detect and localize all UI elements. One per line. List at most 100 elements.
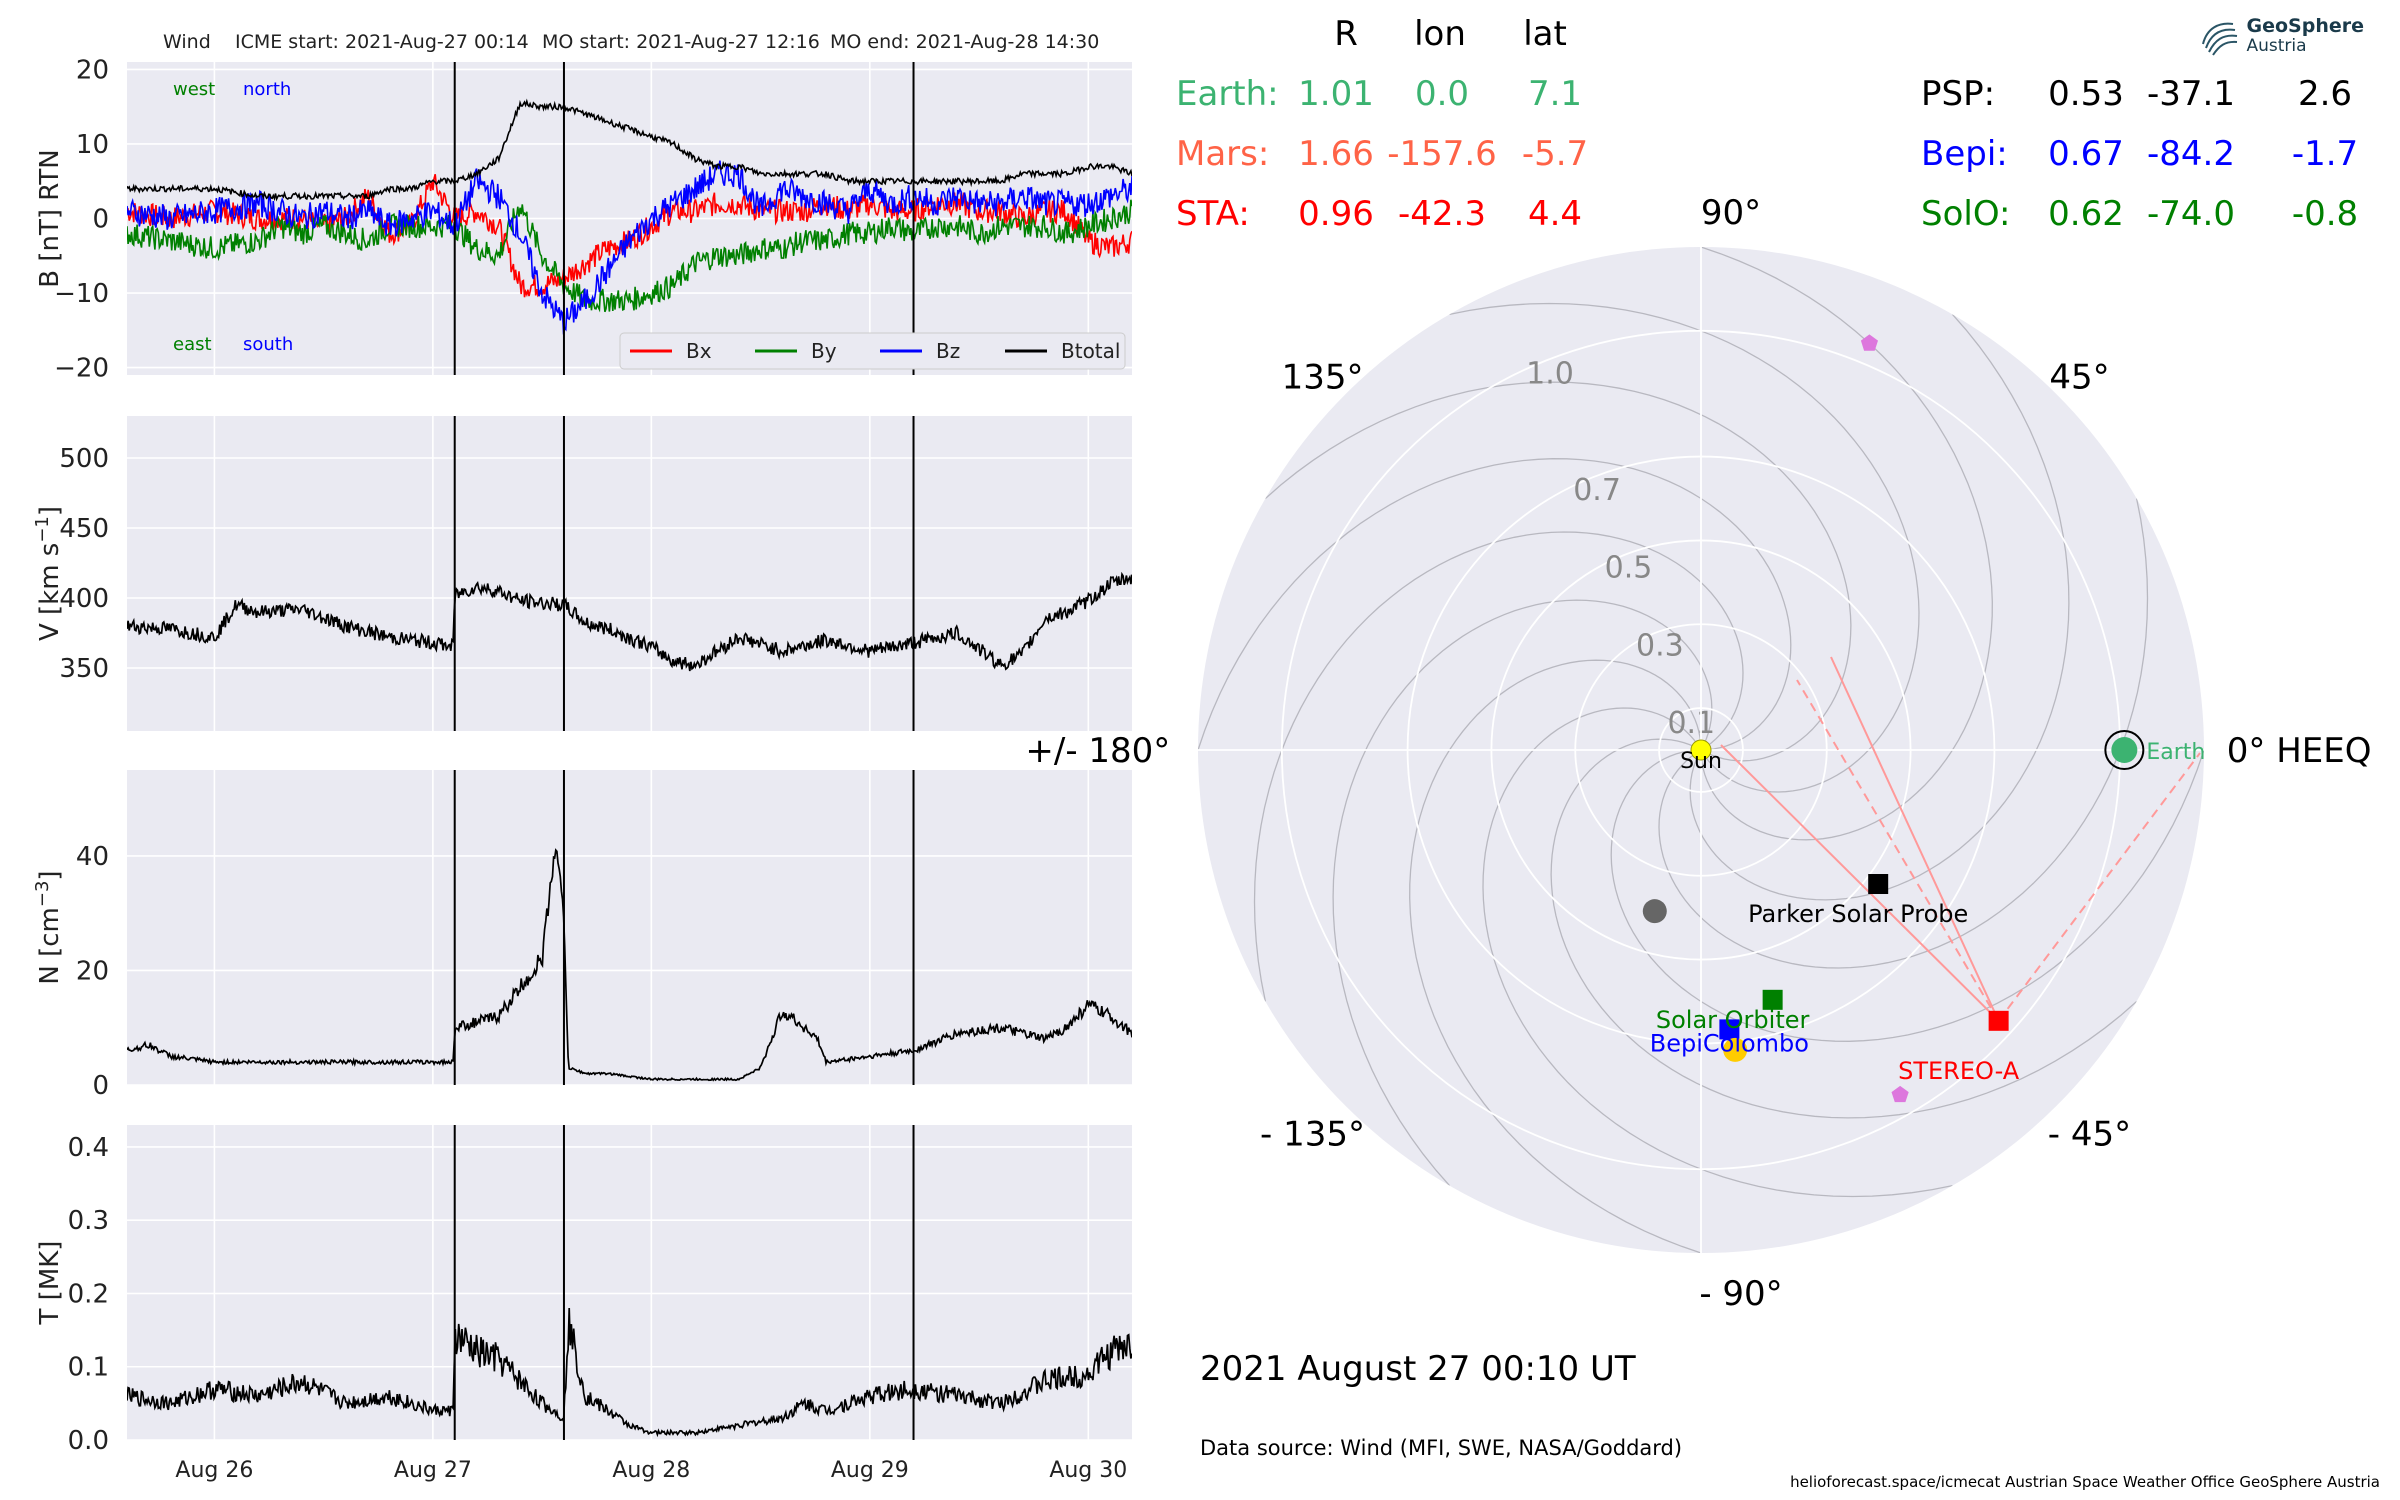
- annotation-south: south: [243, 334, 293, 355]
- footer-credits: helioforecast.space/icmecat Austrian Spa…: [1790, 1473, 2380, 1491]
- y-tick-label: 0.0: [68, 1426, 109, 1456]
- r-tick-label: 0.3: [1636, 628, 1684, 663]
- panel-background: [127, 770, 1132, 1085]
- table-cell: -84.2: [2147, 134, 2235, 174]
- y-tick-label: −20: [54, 354, 109, 384]
- r-tick-label: 0.1: [1667, 706, 1715, 741]
- angle-tick-label: - 135°: [1260, 1114, 1365, 1154]
- y-tick-label: 20: [76, 956, 109, 986]
- table-row-name: SolO:: [1921, 194, 2010, 234]
- y-axis-label-end: ]: [35, 506, 65, 516]
- angle-tick-label: - 90°: [1699, 1274, 1782, 1314]
- table-header: R: [1334, 14, 1358, 54]
- geosphere-logo: GeoSphere Austria: [2197, 14, 2365, 58]
- point-stereo-a: [1988, 1010, 2009, 1031]
- annotation-east: east: [173, 334, 212, 355]
- earth-ring: [2104, 730, 2145, 770]
- angle-tick-label: +/- 180°: [1025, 731, 1170, 771]
- y-tick-label: 350: [59, 654, 109, 684]
- y-axis-label-superscript: −3: [32, 881, 53, 908]
- series-line-v: [127, 571, 1132, 672]
- table-cell: 0.53: [2048, 74, 2124, 114]
- header-mo-end: MO end: 2021-Aug-28 14:30: [830, 31, 1099, 53]
- point-label-bepicolombo: BepiColombo: [1650, 1029, 1809, 1057]
- x-tick-label: Aug 30: [1049, 1458, 1127, 1483]
- connection-line-dashed: [1997, 752, 2201, 1022]
- table-header: lat: [1523, 14, 1567, 54]
- table-cell: -37.1: [2147, 74, 2235, 114]
- table-cell: 2.6: [2298, 74, 2352, 114]
- point-bepicolombo: [1719, 1019, 1740, 1040]
- y-axis-label-superscript: −1: [32, 516, 53, 543]
- point-solar-orbiter: [1762, 989, 1783, 1010]
- y-tick-label: −10: [54, 279, 109, 309]
- connection-line: [1830, 656, 2000, 1022]
- y-tick-label: 40: [76, 842, 109, 872]
- timeseries-header: Wind ICME start: 2021-Aug-27 00:14 MO st…: [163, 31, 1099, 53]
- header-mo-start: MO start: 2021-Aug-27 12:16: [542, 31, 820, 53]
- series-line-t: [127, 1307, 1132, 1438]
- series-line-n: [127, 848, 1132, 1082]
- legend-label-bx: Bx: [686, 339, 712, 363]
- table-cell: -1.7: [2292, 134, 2358, 174]
- point-label-earth: Earth: [2146, 740, 2205, 765]
- point-pentagon: [1860, 334, 1878, 351]
- point-earth: [2111, 737, 2138, 763]
- point-marker: [1642, 899, 1667, 924]
- table-cell: 0.96: [1298, 194, 1374, 234]
- legend-label-by: By: [811, 339, 837, 363]
- r-tick-label: 0.5: [1605, 551, 1653, 586]
- connection-line-dashed: [1796, 679, 2000, 1022]
- x-tick-label: Aug 28: [612, 1458, 690, 1483]
- y-tick-label: 450: [59, 514, 109, 544]
- table-cell: -5.7: [1522, 134, 1588, 174]
- table-row-name: STA:: [1176, 194, 1250, 234]
- panel-background: [127, 416, 1132, 731]
- table-header: lon: [1414, 14, 1466, 54]
- point-parker-solar-probe: [1868, 874, 1889, 895]
- angle-tick-label: - 45°: [2048, 1114, 2131, 1154]
- polar-plot: 0.1 0.3 0.5 0.7 1.0 0° HEEQ 45° 90° 135° +/- 180°…: [1025, 193, 2371, 1314]
- logo-line1: GeoSphere: [2246, 15, 2365, 37]
- table-row-name: Earth:: [1176, 74, 1279, 114]
- point-label-stereo-a: STEREO-A: [1898, 1057, 2020, 1085]
- series-line-by: [127, 199, 1132, 313]
- legend-label-btotal: Btotal: [1061, 339, 1120, 363]
- geosphere-logo-icon: [2201, 22, 2237, 56]
- y-tick-label: 0.3: [68, 1206, 109, 1236]
- table-cell: -0.8: [2292, 194, 2358, 234]
- series-group: [127, 98, 1132, 335]
- y-axis-label: B [nT] RTN: [35, 149, 65, 288]
- header-spacecraft: Wind: [163, 31, 211, 53]
- table-cell: 1.01: [1298, 74, 1374, 114]
- y-tick-label: 0.2: [68, 1279, 109, 1309]
- y-tick-label: 0: [92, 1071, 109, 1101]
- legend-label-bz: Bz: [936, 339, 960, 363]
- panel-density: 40 20 0 N [cm−3]: [32, 770, 1132, 1101]
- point-label-sun: Sun: [1680, 749, 1722, 774]
- angle-tick-label: 45°: [2049, 358, 2109, 398]
- table-row-name: Bepi:: [1921, 134, 2008, 174]
- series-group: [127, 848, 1132, 1082]
- header-icme-start: ICME start: 2021-Aug-27 00:14: [235, 31, 529, 53]
- x-tick-label: Aug 29: [831, 1458, 909, 1483]
- y-tick-label: 0.4: [68, 1133, 109, 1163]
- panel-magnetic-field: 20 10 0 −10 −20 B [nT] RTN west north east south B…: [35, 55, 1132, 384]
- r-tick-label: 0.7: [1573, 473, 1621, 508]
- angle-tick-label: 135°: [1282, 358, 1364, 398]
- table-cell: 0.0: [1415, 74, 1469, 114]
- point-pentagon: [1891, 1085, 1909, 1103]
- panel-temperature: 0.4 0.3 0.2 0.1 0.0 T [MK]: [35, 1125, 1132, 1456]
- series-group: [127, 571, 1132, 672]
- legend: Bx By Bz Btotal: [619, 332, 1126, 370]
- table-row-name: PSP:: [1921, 74, 1995, 114]
- y-axis-label-end: ]: [35, 870, 65, 880]
- annotation-north: north: [243, 79, 291, 100]
- point-label-solar-orbiter: Solar Orbiter: [1656, 1006, 1810, 1034]
- y-tick-label: 400: [59, 584, 109, 614]
- point-marker: [1723, 1037, 1748, 1062]
- time-axis: Aug 26 Aug 27 Aug 28 Aug 29 Aug 30: [175, 1458, 1127, 1483]
